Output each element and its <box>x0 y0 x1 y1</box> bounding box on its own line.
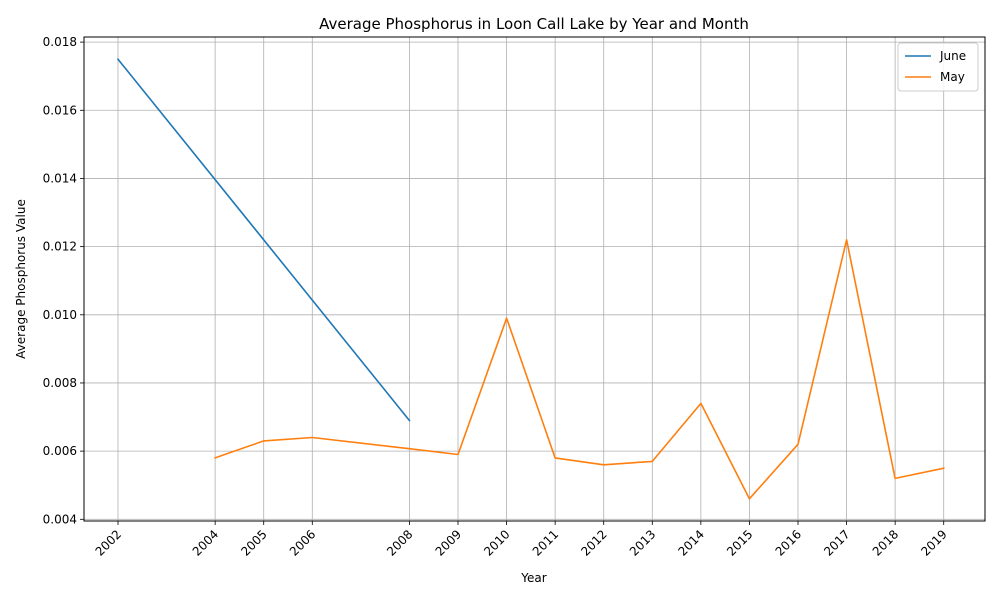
x-tick-label: 2004 <box>190 527 221 558</box>
y-tick-label: 0.006 <box>43 444 77 458</box>
legend-label-june: June <box>939 49 966 63</box>
x-tick-label: 2009 <box>433 527 464 558</box>
x-tick-label: 2010 <box>481 527 512 558</box>
x-axis-label: Year <box>520 571 546 585</box>
x-tick-label: 2014 <box>675 527 706 558</box>
legend-label-may: May <box>940 70 965 84</box>
x-axis-ticks: 2002 2004 2005 2006 2008 2009 2010 2011 2012 2013… <box>93 521 950 559</box>
series-lines <box>116 58 945 500</box>
grid-lines <box>84 37 985 521</box>
x-tick-label: 2016 <box>773 527 804 558</box>
x-tick-label: 2018 <box>870 527 901 558</box>
y-tick-label: 0.010 <box>43 308 77 322</box>
y-axis-label: Average Phosphorus Value <box>14 199 28 359</box>
legend: June May <box>897 42 979 92</box>
x-tick-label: 2008 <box>384 527 415 558</box>
y-tick-label: 0.012 <box>43 240 77 254</box>
chart-title: Average Phosphorus in Loon Call Lake by … <box>319 15 749 33</box>
series-line-june <box>116 58 411 422</box>
x-tick-label: 2002 <box>93 527 124 558</box>
y-tick-label: 0.004 <box>43 512 77 526</box>
x-tick-label: 2006 <box>287 527 318 558</box>
y-tick-label: 0.014 <box>43 171 77 185</box>
legend-box <box>897 42 979 92</box>
y-tick-label: 0.018 <box>43 35 77 49</box>
y-tick-label: 0.008 <box>43 376 77 390</box>
x-tick-label: 2011 <box>530 527 561 558</box>
series-line-may <box>214 239 945 500</box>
y-axis-ticks: 0.004 0.006 0.008 0.010 0.012 0.014 0.016 0.018 <box>43 35 84 526</box>
x-tick-label: 2017 <box>821 527 852 558</box>
plot-frame <box>83 36 986 522</box>
x-tick-label: 2013 <box>627 527 658 558</box>
y-tick-label: 0.016 <box>43 103 77 117</box>
x-tick-label: 2005 <box>238 527 269 558</box>
x-tick-label: 2015 <box>724 527 755 558</box>
x-tick-label: 2012 <box>578 527 609 558</box>
x-tick-label: 2019 <box>918 527 949 558</box>
